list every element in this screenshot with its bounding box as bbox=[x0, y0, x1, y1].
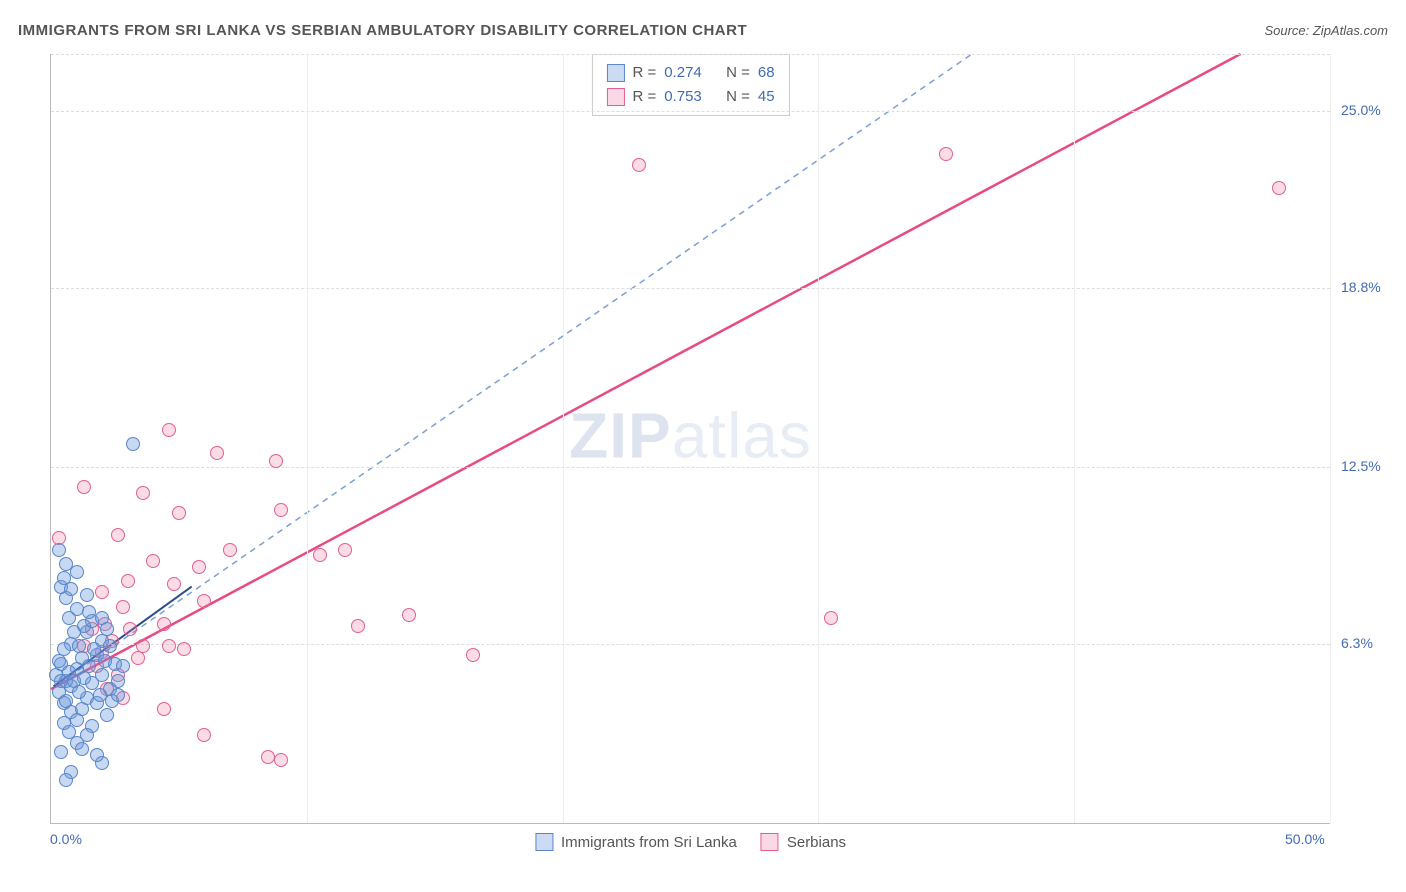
data-point-pink bbox=[157, 702, 171, 716]
y-tick-label: 12.5% bbox=[1341, 458, 1381, 474]
data-point-blue bbox=[82, 659, 96, 673]
gridline-h bbox=[51, 111, 1330, 112]
data-point-blue bbox=[52, 654, 66, 668]
data-point-pink bbox=[192, 560, 206, 574]
data-point-pink bbox=[939, 147, 953, 161]
data-point-blue bbox=[59, 773, 73, 787]
data-point-pink bbox=[274, 503, 288, 517]
data-point-blue bbox=[95, 668, 109, 682]
gridline-h bbox=[51, 644, 1330, 645]
data-point-pink bbox=[632, 158, 646, 172]
data-point-pink bbox=[123, 622, 137, 636]
data-point-pink bbox=[274, 753, 288, 767]
legend-row-pink: R = 0.753 N = 45 bbox=[606, 85, 774, 109]
trend-lines bbox=[51, 54, 1330, 823]
data-point-pink bbox=[116, 600, 130, 614]
swatch-pink bbox=[761, 833, 779, 851]
correlation-legend: R = 0.274 N = 68 R = 0.753 N = 45 bbox=[591, 54, 789, 116]
data-point-pink bbox=[77, 480, 91, 494]
watermark: ZIPatlas bbox=[569, 398, 812, 472]
data-point-blue bbox=[52, 543, 66, 557]
data-point-pink bbox=[157, 617, 171, 631]
data-point-pink bbox=[136, 639, 150, 653]
data-point-blue bbox=[93, 688, 107, 702]
data-point-blue bbox=[62, 611, 76, 625]
swatch-blue bbox=[535, 833, 553, 851]
data-point-pink bbox=[269, 454, 283, 468]
data-point-blue bbox=[82, 605, 96, 619]
data-point-blue bbox=[126, 437, 140, 451]
header: IMMIGRANTS FROM SRI LANKA VS SERBIAN AMB… bbox=[18, 22, 1388, 39]
data-point-pink bbox=[466, 648, 480, 662]
gridline-v bbox=[1330, 54, 1331, 823]
legend-item-blue: Immigrants from Sri Lanka bbox=[535, 833, 737, 851]
data-point-blue bbox=[100, 622, 114, 636]
data-point-pink bbox=[261, 750, 275, 764]
data-point-pink bbox=[167, 577, 181, 591]
data-point-pink bbox=[172, 506, 186, 520]
data-point-blue bbox=[111, 688, 125, 702]
series-legend: Immigrants from Sri Lanka Serbians bbox=[535, 833, 846, 851]
gridline-h bbox=[51, 467, 1330, 468]
source-label: Source: ZipAtlas.com bbox=[1264, 23, 1388, 38]
data-point-blue bbox=[72, 685, 86, 699]
data-point-blue bbox=[116, 659, 130, 673]
gridline-v bbox=[563, 54, 564, 823]
data-point-pink bbox=[824, 611, 838, 625]
scatter-plot: ZIPatlas R = 0.274 N = 68 R = 0.753 N = … bbox=[50, 54, 1330, 824]
data-point-blue bbox=[59, 694, 73, 708]
data-point-pink bbox=[146, 554, 160, 568]
data-point-blue bbox=[70, 713, 84, 727]
data-point-blue bbox=[77, 619, 91, 633]
data-point-pink bbox=[111, 528, 125, 542]
data-point-pink bbox=[313, 548, 327, 562]
data-point-blue bbox=[103, 639, 117, 653]
legend-row-blue: R = 0.274 N = 68 bbox=[606, 61, 774, 85]
data-point-blue bbox=[90, 748, 104, 762]
data-point-blue bbox=[64, 582, 78, 596]
data-point-pink bbox=[162, 639, 176, 653]
y-tick-label: 6.3% bbox=[1341, 635, 1373, 651]
y-tick-label: 25.0% bbox=[1341, 102, 1381, 118]
data-point-pink bbox=[223, 543, 237, 557]
gridline-v bbox=[1074, 54, 1075, 823]
legend-item-pink: Serbians bbox=[761, 833, 846, 851]
data-point-blue bbox=[54, 745, 68, 759]
data-point-blue bbox=[80, 588, 94, 602]
data-point-pink bbox=[177, 642, 191, 656]
data-point-pink bbox=[136, 486, 150, 500]
data-point-blue bbox=[80, 728, 94, 742]
data-point-pink bbox=[95, 585, 109, 599]
data-point-pink bbox=[162, 423, 176, 437]
chart-title: IMMIGRANTS FROM SRI LANKA VS SERBIAN AMB… bbox=[18, 22, 747, 39]
data-point-pink bbox=[402, 608, 416, 622]
swatch-blue bbox=[606, 64, 624, 82]
data-point-pink bbox=[338, 543, 352, 557]
data-point-blue bbox=[75, 742, 89, 756]
data-point-pink bbox=[197, 728, 211, 742]
x-tick-label: 50.0% bbox=[1285, 831, 1325, 847]
swatch-pink bbox=[606, 88, 624, 106]
data-point-pink bbox=[121, 574, 135, 588]
data-point-blue bbox=[111, 674, 125, 688]
data-point-pink bbox=[197, 594, 211, 608]
gridline-h bbox=[51, 288, 1330, 289]
data-point-blue bbox=[59, 557, 73, 571]
data-point-blue bbox=[72, 639, 86, 653]
data-point-blue bbox=[100, 708, 114, 722]
data-point-pink bbox=[351, 619, 365, 633]
gridline-v bbox=[307, 54, 308, 823]
data-point-pink bbox=[210, 446, 224, 460]
x-tick-label: 0.0% bbox=[50, 831, 82, 847]
data-point-blue bbox=[98, 654, 112, 668]
data-point-pink bbox=[1272, 181, 1286, 195]
gridline-v bbox=[818, 54, 819, 823]
y-tick-label: 18.8% bbox=[1341, 279, 1381, 295]
